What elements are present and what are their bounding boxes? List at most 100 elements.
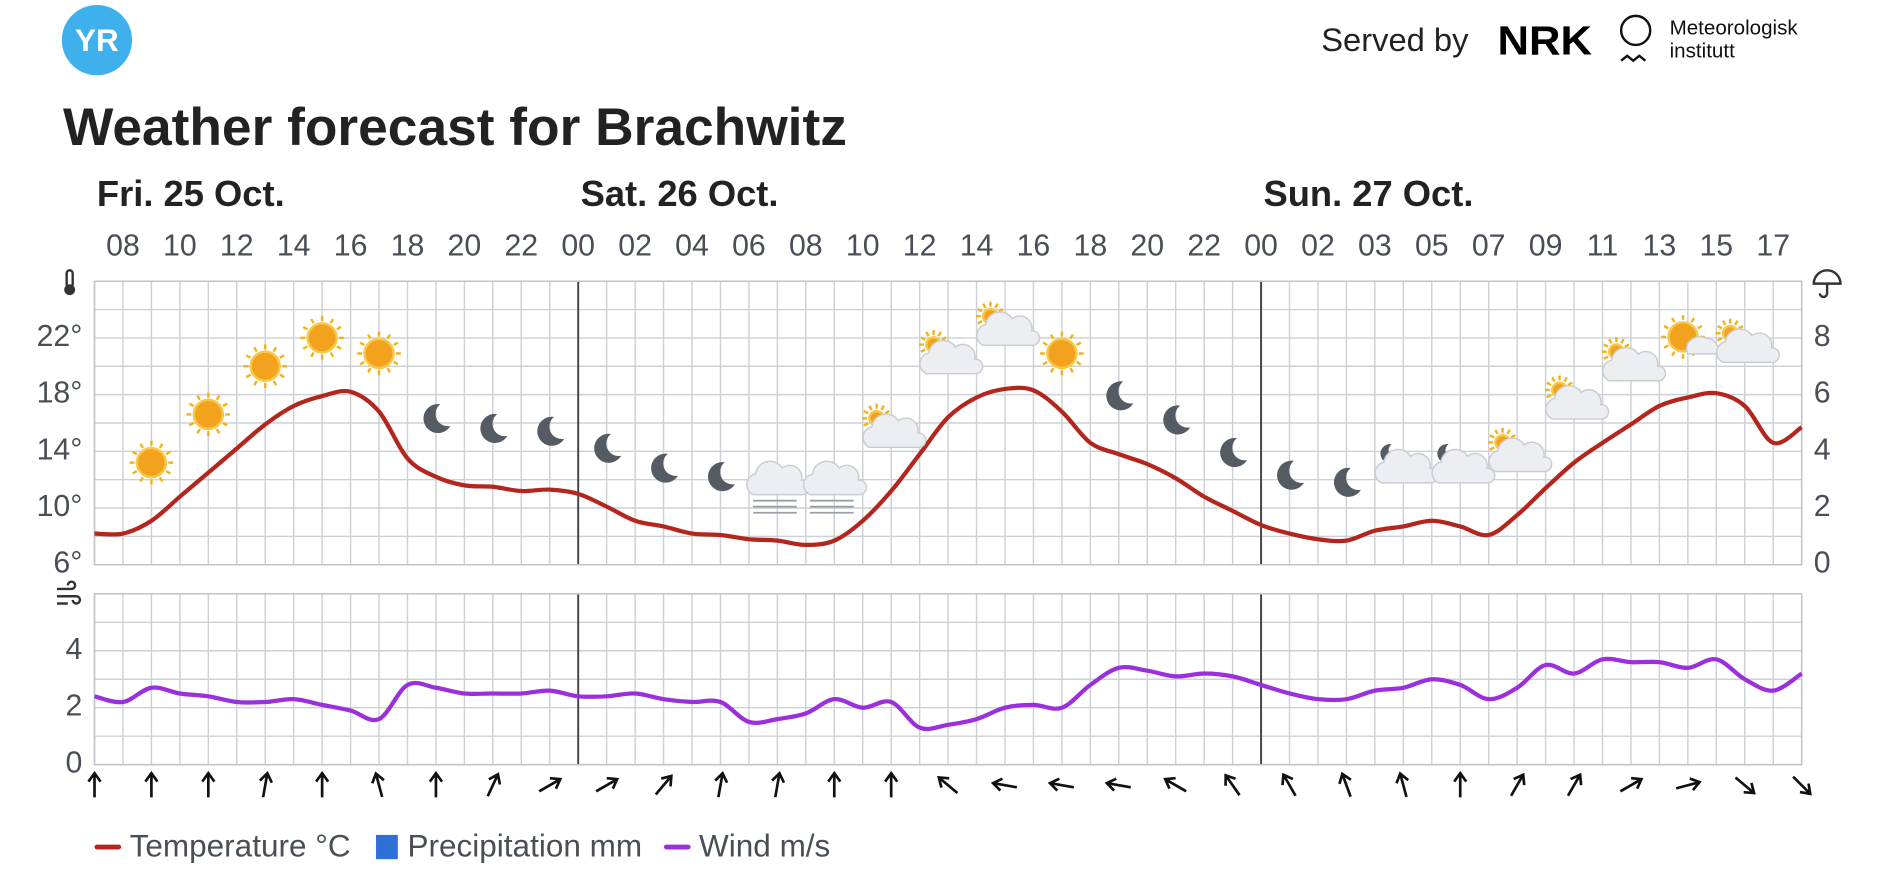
sun-ray (1563, 376, 1568, 383)
weather-symbol (1333, 467, 1361, 497)
met-logo[interactable] (1619, 14, 1652, 47)
weather-symbol (919, 330, 984, 375)
sun-ray (1671, 317, 1676, 323)
sun-ray (215, 394, 221, 401)
sun-ray (1042, 341, 1048, 347)
wind-arrow (1734, 776, 1756, 795)
sun (135, 446, 168, 479)
wind-arrow (827, 770, 842, 798)
x-tick-label: 05 (1415, 229, 1449, 262)
sun-ray (1506, 429, 1511, 435)
cloud (1488, 437, 1553, 473)
x-tick-label: 16 (1017, 229, 1051, 262)
sun-ray (253, 380, 258, 386)
sun-ray (1546, 381, 1552, 387)
sun-ray (982, 303, 987, 309)
sun-ray (863, 422, 869, 427)
wind-arrow (990, 777, 1018, 792)
cloud (746, 460, 811, 496)
wind-arrow (1675, 777, 1702, 792)
met-logo-wave (1620, 54, 1647, 63)
wind-arrow (144, 770, 159, 798)
sun-ray (1603, 343, 1609, 348)
sun-ray (1721, 320, 1727, 326)
plot-frame (93, 280, 1803, 566)
y2-tick-label: 6 (1814, 377, 1831, 410)
day-label: Sat. 26 Oct. (581, 173, 779, 214)
x-tick-label: 11 (1587, 229, 1618, 262)
wind-icon (56, 580, 82, 605)
sun-ray (1551, 376, 1556, 383)
sun (306, 322, 338, 354)
sun-ray (302, 325, 309, 331)
sun-ray (158, 443, 164, 449)
sun-ray (367, 367, 372, 373)
wind-arrow (1509, 772, 1526, 797)
sun-ray (880, 405, 885, 411)
sun-ray (1663, 344, 1669, 349)
x-tick-label: 18 (1074, 229, 1108, 262)
wind-arrow (87, 770, 102, 798)
weather-symbol (707, 462, 736, 492)
wind-arrow (595, 776, 620, 793)
wind-arrow (1224, 773, 1241, 796)
sun-ray (367, 333, 372, 340)
y2-tick-label: 2 (1814, 490, 1831, 523)
nrk-logo[interactable]: NRK (1498, 18, 1593, 64)
weather-symbol (1106, 381, 1134, 411)
sun-ray (1489, 446, 1495, 451)
sun-ray (393, 341, 399, 347)
sun-ray (1510, 434, 1516, 439)
wind-arrow (1619, 776, 1644, 793)
sun-ray (279, 354, 285, 359)
sun (192, 398, 225, 431)
sun-ray (1075, 341, 1082, 347)
moon (707, 462, 736, 492)
x-tick-label: 00 (561, 229, 595, 262)
x-tick-label: 16 (334, 229, 368, 262)
served-by: Served by (1321, 21, 1469, 58)
x-tick-label: 15 (1699, 229, 1733, 262)
weather-symbol (651, 453, 679, 483)
weather-symbol (1661, 315, 1720, 359)
weather-symbol (594, 433, 622, 463)
wind-arrow (258, 771, 274, 798)
x-tick-label: 12 (220, 229, 254, 262)
wind-arrow (1163, 776, 1187, 793)
weather-symbol (129, 440, 174, 485)
series-line (94, 385, 1803, 548)
met-name: institutt (1670, 40, 1735, 63)
sun-ray (1494, 429, 1499, 435)
wind-arrow (370, 771, 385, 798)
sun-ray (279, 373, 285, 379)
umbrella-icon (1812, 269, 1842, 299)
sun-ray (336, 345, 342, 350)
weather-symbol (1601, 337, 1667, 382)
sun-ray (329, 318, 335, 324)
wind-arrow (1104, 777, 1131, 792)
y2-tick-label: 8 (1814, 320, 1831, 353)
sun-ray (131, 450, 138, 456)
weather-symbol (243, 344, 288, 389)
weather-symbol (746, 460, 811, 514)
x-tick-label: 22 (1187, 229, 1221, 262)
sun-ray (165, 470, 171, 475)
y2-tick-label: 0 (1814, 547, 1831, 580)
legend-swatch (376, 834, 398, 860)
sun-ray (386, 333, 391, 340)
yr-logo[interactable] (61, 4, 133, 76)
plot-frame (93, 593, 1803, 766)
sun-ray (196, 394, 201, 401)
wind-arrow (314, 770, 330, 798)
y-tick-label: 0 (66, 747, 83, 780)
x-tick-label: 18 (391, 229, 425, 262)
yr-logo-text: YR (75, 22, 119, 58)
x-tick-label: 00 (1244, 229, 1278, 262)
sun-ray (1738, 324, 1744, 330)
sun-ray (1671, 350, 1676, 357)
sun-ray (215, 428, 221, 434)
day-label: Fri. 25 Oct. (97, 173, 285, 214)
sun-ray (1567, 381, 1573, 387)
sun-ray (1663, 324, 1669, 330)
